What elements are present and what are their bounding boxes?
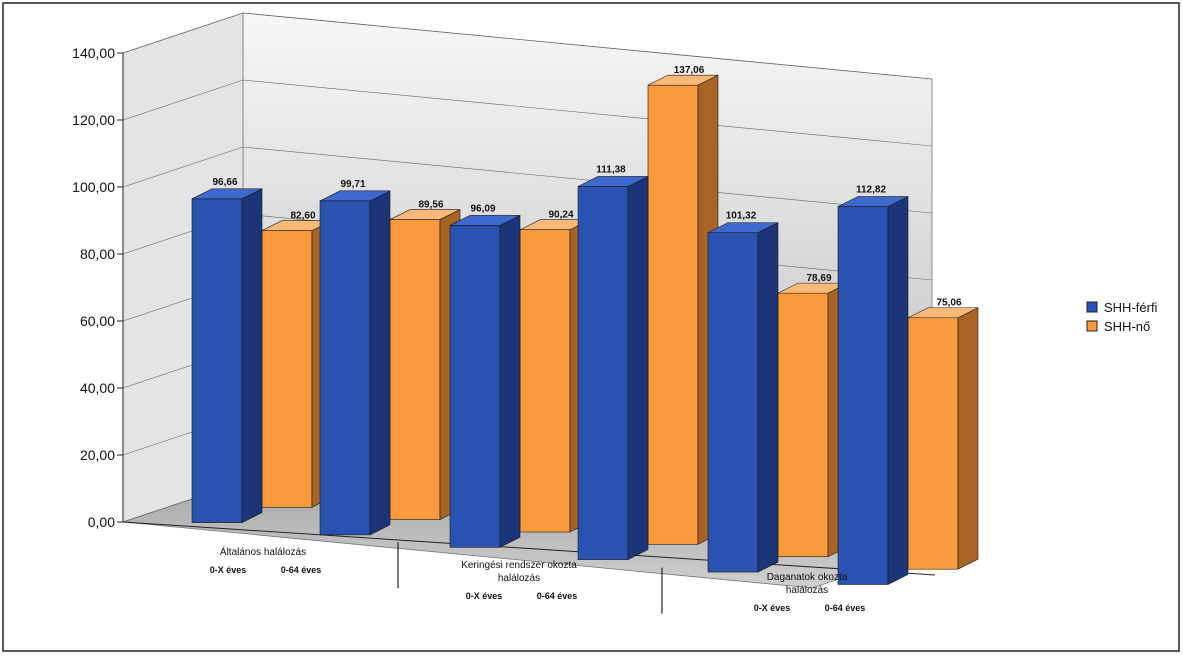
bar-shh-no [777, 282, 849, 558]
legend-label: SHH-férfi [1104, 300, 1158, 315]
gridline-side [122, 146, 244, 188]
data-label-no: 78,69 [806, 273, 831, 284]
data-label-ferfi: 96,66 [212, 177, 237, 188]
bar-shh-ferfi-side [369, 190, 391, 536]
page-border [2, 2, 1180, 652]
bar-shh-ferfi-top [449, 215, 521, 226]
y-tick-label: 120,00 [72, 112, 115, 128]
bar-shh-ferfi-top [577, 176, 649, 187]
legend-swatch [1086, 301, 1098, 313]
y-tick-label: 20,00 [80, 447, 115, 463]
category-label: Daganatok okozta [767, 572, 848, 583]
category-label: halálozás [498, 573, 540, 584]
y-tick-label: 40,00 [80, 380, 115, 396]
bar-shh-no-front [647, 84, 699, 545]
data-label-ferfi: 101,32 [726, 211, 757, 222]
bar-shh-ferfi-top [319, 190, 391, 202]
data-label-ferfi: 96,09 [470, 203, 495, 214]
subcategory-label: 0-X éves [466, 591, 503, 601]
subcategory-label: 0-64 éves [825, 603, 866, 613]
y-tick-label: 80,00 [80, 246, 115, 262]
bar-shh-ferfi-side [757, 222, 779, 573]
bar-shh-ferfi-side [241, 188, 263, 524]
bar-shh-ferfi [319, 190, 391, 536]
bar-shh-ferfi-front [577, 186, 629, 560]
bar-shh-ferfi-top [707, 222, 779, 233]
data-label-no: 89,56 [418, 200, 443, 211]
bar-shh-ferfi-front [837, 206, 889, 585]
bar-shh-ferfi [707, 222, 779, 573]
data-label-no: 75,06 [936, 298, 961, 309]
gridline [242, 12, 933, 80]
subcategory-label: 0-X éves [754, 603, 791, 613]
data-label-ferfi: 99,71 [340, 179, 365, 190]
bar-shh-no [907, 307, 979, 570]
bar-shh-ferfi-front [319, 200, 371, 536]
bar-shh-ferfi-front [191, 198, 243, 523]
category-label: halálozás [786, 585, 828, 596]
bar-shh-ferfi-front [449, 225, 501, 548]
data-label-no: 82,60 [290, 211, 315, 222]
subcategory-label: 0-64 éves [281, 565, 322, 575]
y-tick-label: 60,00 [80, 313, 115, 329]
bar-shh-ferfi [449, 214, 521, 548]
gridline-side [122, 79, 244, 121]
legend-label: SHH-nő [1104, 319, 1150, 334]
bar-shh-no-front [261, 230, 313, 508]
bar-shh-ferfi-side [627, 175, 649, 561]
bar-shh-no-front [777, 292, 829, 558]
bar-shh-no-front [389, 219, 441, 520]
bar-shh-ferfi-side [499, 214, 521, 548]
data-label-ferfi: 111,38 [596, 164, 626, 175]
bar-shh-no-front [907, 317, 959, 570]
bar-shh-no [389, 209, 461, 521]
x-axis [122, 521, 936, 576]
bar-shh-no-top [907, 307, 979, 319]
bar-shh-no [647, 74, 719, 545]
data-label-no: 137,06 [674, 65, 705, 76]
data-label-ferfi: 112,82 [856, 185, 886, 196]
gridline-side [122, 12, 244, 54]
bar-shh-no-side [957, 307, 979, 570]
bar-shh-ferfi-top [837, 196, 909, 207]
bar-shh-ferfi-top [191, 188, 263, 200]
category-label: Keringési rendszer okozta [461, 560, 577, 571]
category-label: Általános halálozás [220, 545, 306, 558]
gridline [242, 79, 933, 147]
y-tick-label: 0,00 [88, 514, 115, 530]
bar-shh-no-top [389, 209, 461, 220]
y-tick-label: 100,00 [72, 179, 115, 195]
bar-shh-ferfi [191, 188, 263, 524]
bar-shh-no-top [647, 74, 719, 86]
y-tick-label: 140,00 [72, 45, 115, 61]
bar-shh-ferfi-side [887, 196, 909, 585]
bar-shh-ferfi [837, 196, 909, 585]
bar-shh-no-front [519, 229, 571, 533]
data-label-no: 90,24 [548, 210, 573, 221]
legend-swatch [1086, 320, 1098, 332]
subcategory-label: 0-64 éves [537, 591, 578, 601]
bar-shh-ferfi [577, 175, 649, 561]
subcategory-label: 0-X éves [210, 565, 247, 575]
gridline [242, 146, 933, 214]
bar-shh-ferfi-front [707, 232, 759, 573]
